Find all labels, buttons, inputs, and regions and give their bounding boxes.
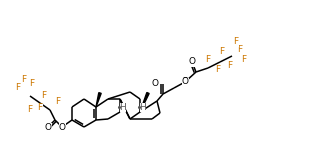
- Text: F: F: [205, 56, 211, 65]
- Text: F: F: [22, 76, 27, 85]
- Text: O: O: [182, 77, 188, 87]
- Text: F: F: [37, 104, 42, 113]
- Text: F: F: [237, 46, 242, 55]
- Text: F: F: [29, 79, 35, 88]
- Text: F: F: [15, 84, 21, 93]
- Text: F: F: [227, 60, 232, 69]
- Text: O: O: [59, 123, 66, 132]
- Text: O: O: [182, 77, 188, 87]
- Text: O: O: [45, 123, 51, 132]
- Text: H: H: [119, 103, 126, 112]
- Text: O: O: [188, 58, 196, 67]
- Polygon shape: [140, 93, 149, 112]
- Text: F: F: [233, 38, 239, 47]
- Text: F: F: [27, 106, 32, 115]
- Text: F: F: [41, 91, 46, 100]
- Text: O: O: [152, 78, 158, 87]
- Polygon shape: [96, 93, 101, 107]
- Text: F: F: [219, 48, 225, 57]
- Text: F: F: [241, 56, 246, 65]
- Text: F: F: [56, 97, 61, 106]
- Text: F: F: [216, 66, 221, 75]
- Text: H: H: [140, 103, 146, 112]
